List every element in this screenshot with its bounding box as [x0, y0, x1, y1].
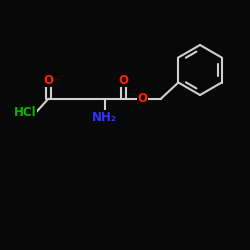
Text: O: O: [137, 92, 147, 105]
Text: O: O: [118, 74, 128, 86]
Text: O: O: [43, 74, 53, 86]
Text: HCl: HCl: [14, 106, 36, 119]
Text: NH₂: NH₂: [92, 111, 117, 124]
Text: HO: HO: [14, 106, 33, 119]
